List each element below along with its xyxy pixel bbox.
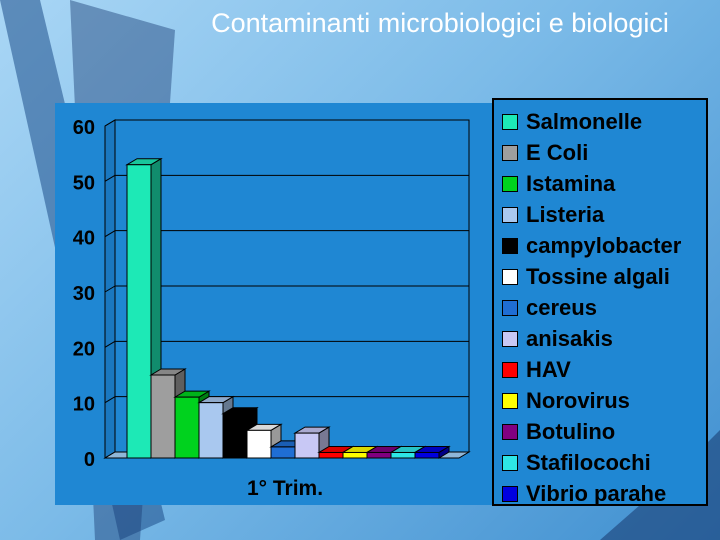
legend-label: Stafilocochi: [526, 449, 651, 475]
legend-swatch: [502, 144, 518, 161]
legend-label: campylobacter: [526, 232, 682, 258]
legend-label: E Coli: [526, 139, 589, 165]
legend-item: Botulino: [502, 416, 706, 447]
legend-label: anisakis: [526, 325, 613, 351]
y-tick-label: 60: [73, 117, 95, 139]
y-tick-label: 40: [73, 228, 95, 250]
y-tick-label: 30: [73, 283, 95, 305]
legend-swatch: [502, 361, 518, 378]
legend-swatch: [502, 237, 518, 254]
gridline-depth: [104, 285, 116, 293]
gridline-depth: [104, 119, 116, 127]
slide-title: Contaminanti microbiologici e biologici: [211, 8, 669, 38]
legend-swatch: [502, 299, 518, 316]
legend-label: cereus: [526, 294, 597, 320]
legend-swatch: [502, 485, 518, 502]
legend-item: Istamina: [502, 168, 706, 199]
bar-anisakis: [293, 426, 331, 459]
legend-swatch: [502, 330, 518, 347]
legend-label: Istamina: [526, 170, 616, 196]
legend-swatch: [502, 423, 518, 440]
legend-item: HAV: [502, 354, 706, 385]
legend-label: Botulino: [526, 418, 616, 444]
legend-item: Tossine algali: [502, 261, 706, 292]
legend-label: Salmonelle: [526, 108, 643, 134]
bar-vibrio-parahe: [413, 445, 451, 459]
gridline-depth: [104, 230, 116, 238]
legend-label: Vibrio parahe: [526, 480, 667, 506]
y-tick-label: 20: [73, 338, 95, 360]
gridline-depth: [104, 340, 116, 348]
x-category-label: 1° Trim.: [247, 477, 323, 500]
chart-legend: Salmonelle E Coli Istamina Listeria campylob…: [492, 98, 708, 506]
legend-item: cereus: [502, 292, 706, 323]
legend-swatch: [502, 113, 518, 130]
legend-item: Vibrio parahe: [502, 478, 706, 509]
chart-area: 0 10 20 30 40 50 60 1° Trim.: [55, 103, 493, 505]
y-tick-label: 50: [73, 172, 95, 194]
legend-label: Norovirus: [526, 387, 630, 413]
legend-item: Salmonelle: [502, 106, 706, 137]
legend-swatch: [502, 175, 518, 192]
legend-item: Stafilocochi: [502, 447, 706, 478]
y-tick-label: 0: [84, 449, 95, 471]
bar-tossine-algali: [245, 423, 283, 459]
legend-label: HAV: [526, 356, 571, 382]
legend-item: Norovirus: [502, 385, 706, 416]
legend-swatch: [502, 392, 518, 409]
legend-item: E Coli: [502, 137, 706, 168]
legend-item: Listeria: [502, 199, 706, 230]
legend-label: Tossine algali: [526, 263, 670, 289]
legend-swatch: [502, 454, 518, 471]
y-tick-label: 10: [73, 394, 95, 416]
gridline-depth: [104, 174, 116, 182]
legend-swatch: [502, 206, 518, 223]
gridline-depth: [104, 396, 116, 404]
legend-label: Listeria: [526, 201, 605, 227]
bar-chart: 0 10 20 30 40 50 60 1° Trim.: [73, 117, 471, 500]
legend-item: anisakis: [502, 323, 706, 354]
legend-item: campylobacter: [502, 230, 706, 261]
legend-swatch: [502, 268, 518, 285]
